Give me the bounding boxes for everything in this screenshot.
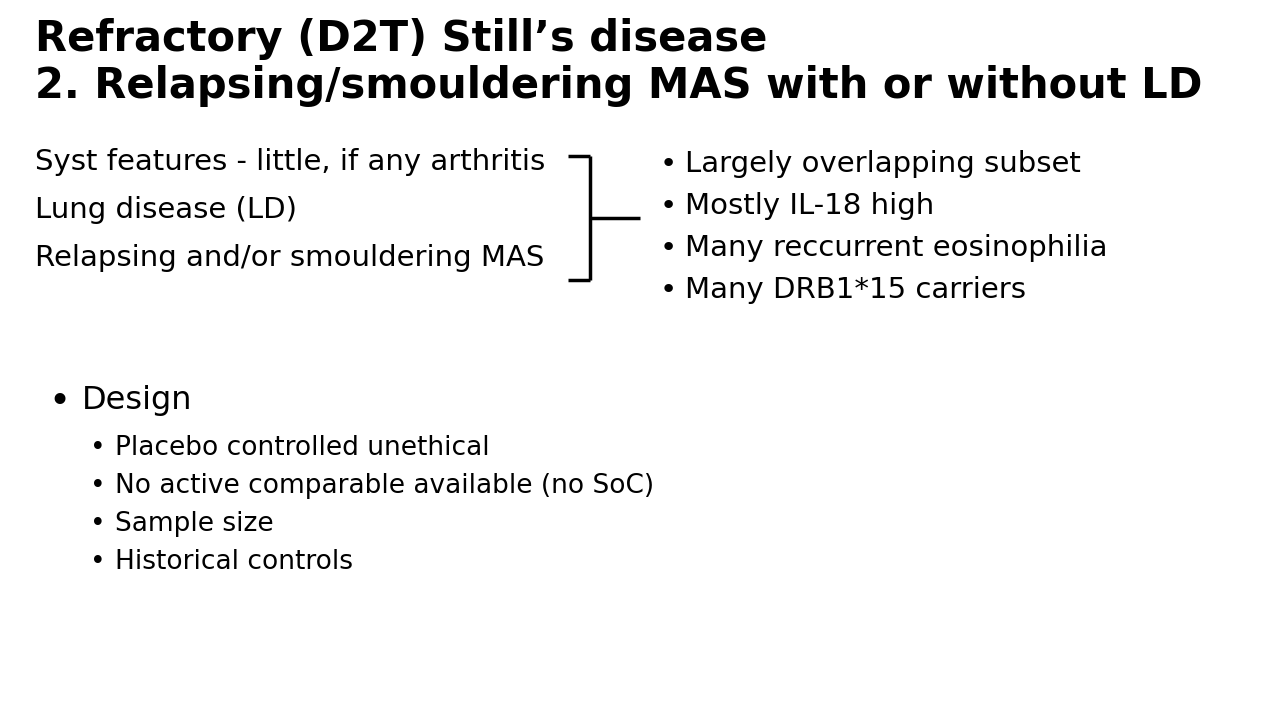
Text: No active comparable available (no SoC): No active comparable available (no SoC)	[115, 473, 654, 499]
Text: •: •	[90, 511, 106, 537]
Text: Design: Design	[82, 385, 192, 416]
Text: Many reccurrent eosinophilia: Many reccurrent eosinophilia	[685, 234, 1107, 262]
Text: Sample size: Sample size	[115, 511, 274, 537]
Text: Mostly IL-18 high: Mostly IL-18 high	[685, 192, 934, 220]
Text: •: •	[49, 385, 70, 421]
Text: 2. Relapsing/smouldering MAS with or without LD: 2. Relapsing/smouldering MAS with or wit…	[35, 65, 1202, 107]
Text: •: •	[90, 473, 106, 499]
Text: •: •	[90, 549, 106, 575]
Text: Relapsing and/or smouldering MAS: Relapsing and/or smouldering MAS	[35, 244, 544, 272]
Text: Historical controls: Historical controls	[115, 549, 353, 575]
Text: Largely overlapping subset: Largely overlapping subset	[685, 150, 1080, 178]
Text: •: •	[660, 150, 677, 178]
Text: Lung disease (LD): Lung disease (LD)	[35, 196, 297, 224]
Text: •: •	[660, 234, 677, 262]
Text: •: •	[90, 435, 106, 461]
Text: Syst features - little, if any arthritis: Syst features - little, if any arthritis	[35, 148, 545, 176]
Text: •: •	[660, 276, 677, 304]
Text: Many DRB1*15 carriers: Many DRB1*15 carriers	[685, 276, 1027, 304]
Text: Placebo controlled unethical: Placebo controlled unethical	[115, 435, 490, 461]
Text: Refractory (D2T) Still’s disease: Refractory (D2T) Still’s disease	[35, 18, 768, 60]
Text: •: •	[660, 192, 677, 220]
